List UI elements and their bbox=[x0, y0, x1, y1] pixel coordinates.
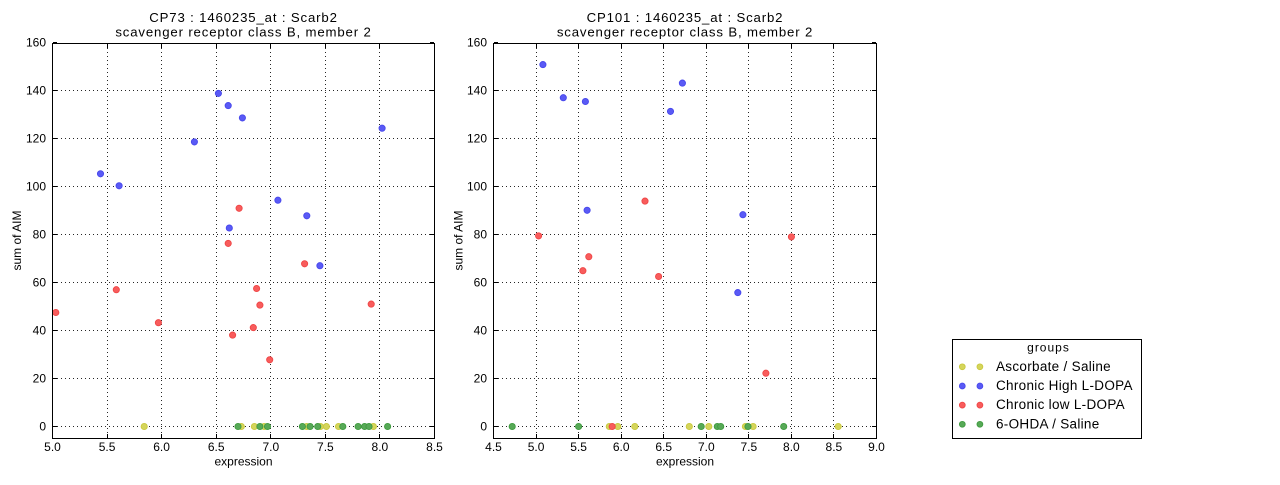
svg-text:scavenger receptor class B, me: scavenger receptor class B, member 2 bbox=[115, 25, 371, 40]
svg-text:160: 160 bbox=[26, 36, 46, 50]
svg-text:0: 0 bbox=[480, 420, 487, 434]
svg-text:groups: groups bbox=[1027, 341, 1070, 355]
svg-text:8.5: 8.5 bbox=[826, 440, 843, 454]
svg-text:140: 140 bbox=[26, 84, 46, 98]
svg-text:CP101 : 1460235_at : Scarb2: CP101 : 1460235_at : Scarb2 bbox=[587, 10, 784, 25]
svg-text:6-OHDA / Saline: 6-OHDA / Saline bbox=[996, 416, 1100, 431]
svg-text:4.5: 4.5 bbox=[485, 440, 502, 454]
svg-text:80: 80 bbox=[33, 228, 47, 242]
svg-text:8.0: 8.0 bbox=[372, 440, 389, 454]
svg-text:9.0: 9.0 bbox=[868, 440, 885, 454]
svg-text:7.5: 7.5 bbox=[317, 440, 334, 454]
svg-text:0: 0 bbox=[39, 420, 46, 434]
svg-text:40: 40 bbox=[474, 324, 488, 338]
svg-text:6.0: 6.0 bbox=[153, 440, 170, 454]
svg-text:Chronic High L-DOPA: Chronic High L-DOPA bbox=[996, 378, 1133, 393]
svg-text:7.5: 7.5 bbox=[740, 440, 757, 454]
svg-text:100: 100 bbox=[467, 180, 487, 194]
svg-text:scavenger receptor class B, me: scavenger receptor class B, member 2 bbox=[557, 25, 813, 40]
svg-text:120: 120 bbox=[26, 132, 46, 146]
svg-text:40: 40 bbox=[33, 324, 47, 338]
svg-text:80: 80 bbox=[474, 228, 488, 242]
svg-text:120: 120 bbox=[467, 132, 487, 146]
svg-text:20: 20 bbox=[474, 372, 488, 386]
svg-text:expression: expression bbox=[656, 455, 714, 469]
svg-text:expression: expression bbox=[214, 455, 272, 469]
svg-text:Chronic low L-DOPA: Chronic low L-DOPA bbox=[996, 397, 1125, 412]
svg-text:5.0: 5.0 bbox=[44, 440, 61, 454]
svg-text:sum of AIM: sum of AIM bbox=[10, 210, 24, 270]
svg-text:8.5: 8.5 bbox=[426, 440, 443, 454]
svg-text:7.0: 7.0 bbox=[262, 440, 279, 454]
svg-text:7.0: 7.0 bbox=[698, 440, 715, 454]
svg-text:160: 160 bbox=[467, 36, 487, 50]
svg-text:60: 60 bbox=[474, 276, 488, 290]
svg-text:140: 140 bbox=[467, 84, 487, 98]
svg-text:8.0: 8.0 bbox=[783, 440, 800, 454]
svg-text:6.5: 6.5 bbox=[655, 440, 672, 454]
svg-text:60: 60 bbox=[33, 276, 47, 290]
svg-text:6.0: 6.0 bbox=[613, 440, 630, 454]
svg-text:100: 100 bbox=[26, 180, 46, 194]
svg-text:5.5: 5.5 bbox=[99, 440, 116, 454]
svg-text:5.5: 5.5 bbox=[570, 440, 587, 454]
svg-text:sum of AIM: sum of AIM bbox=[452, 210, 466, 270]
svg-text:5.0: 5.0 bbox=[528, 440, 545, 454]
svg-text:6.5: 6.5 bbox=[208, 440, 225, 454]
svg-text:CP73 : 1460235_at : Scarb2: CP73 : 1460235_at : Scarb2 bbox=[149, 10, 338, 25]
svg-text:Ascorbate / Saline: Ascorbate / Saline bbox=[996, 359, 1111, 374]
svg-text:20: 20 bbox=[33, 372, 47, 386]
